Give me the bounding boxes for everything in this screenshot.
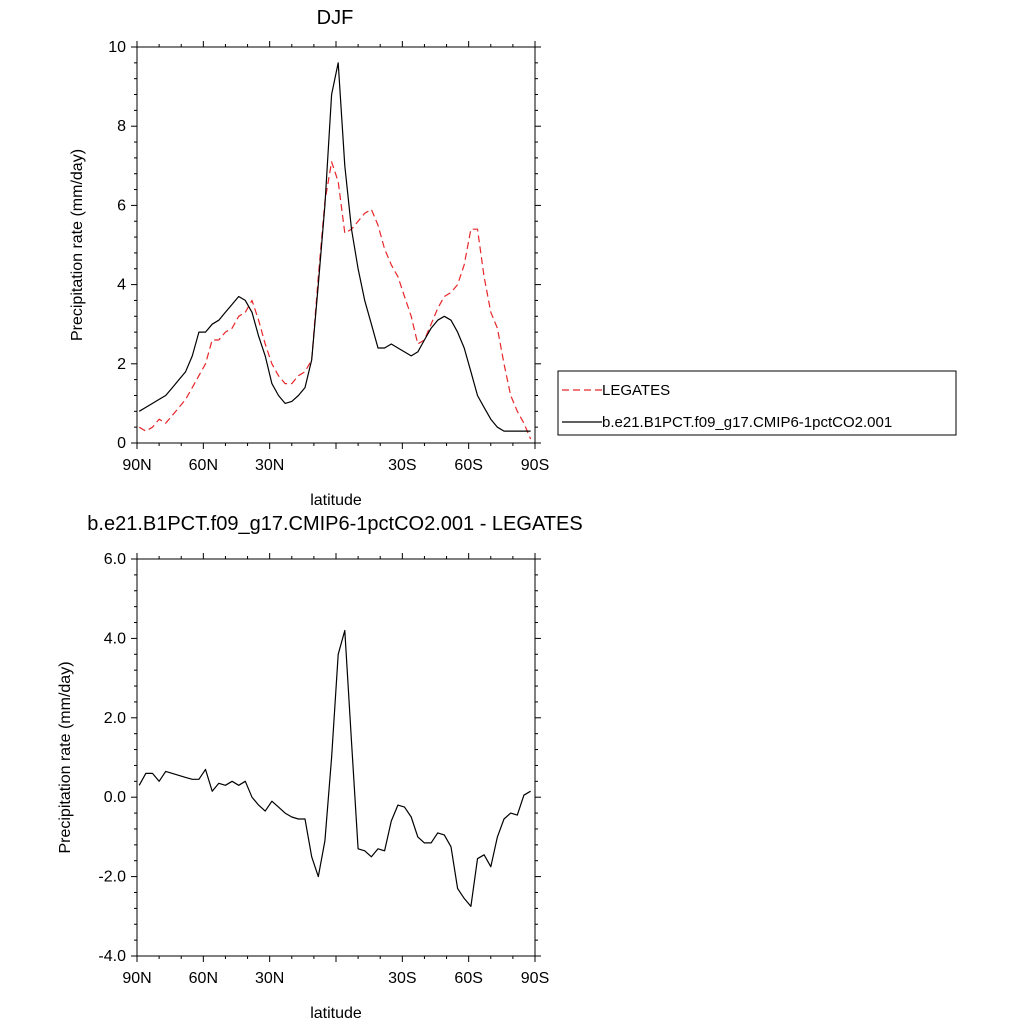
y-tick-label: 8 xyxy=(117,118,126,135)
series-line-1 xyxy=(138,629,531,908)
y-tick-label: 0 xyxy=(117,435,126,452)
y-tick-label: -2.0 xyxy=(98,869,126,886)
y-axis-label: Precipitation rate (mm/day) xyxy=(69,149,86,341)
chart-title: b.e21.B1PCT.f09_g17.CMIP6-1pctCO2.001 - … xyxy=(87,513,582,535)
x-tick-label: 90N xyxy=(122,457,151,474)
y-tick-label: 6.0 xyxy=(104,551,126,568)
x-tick-label: 30N xyxy=(255,970,284,987)
y-tick-label: 6 xyxy=(117,197,126,214)
chart-panel-1: DJF 90N 60N 30N 30S 60S 90S 0 2 4 6 8 10 latitude Prec… xyxy=(69,7,957,509)
series-line-1 xyxy=(138,161,532,440)
x-tick-label: 60S xyxy=(454,457,482,474)
y-tick-label: 2 xyxy=(117,356,126,373)
y-tick-label: 0.0 xyxy=(104,789,126,806)
y-axis-label: Precipitation rate (mm/day) xyxy=(57,661,74,853)
x-tick-label: 90N xyxy=(122,970,151,987)
x-tick-label: 30N xyxy=(255,457,284,474)
y-tick-label: 4.0 xyxy=(104,630,126,647)
legend-label-1: LEGATES xyxy=(602,382,670,399)
y-tick-label: 2.0 xyxy=(104,710,126,727)
plot-frame xyxy=(136,46,536,444)
legend: LEGATES b.e21.B1PCT.f09_g17.CMIP6-1pctCO2… xyxy=(557,370,957,436)
x-axis-label: latitude xyxy=(310,492,362,509)
x-axis-label: latitude xyxy=(310,1005,362,1022)
chart-panel-2: b.e21.B1PCT.f09_g17.CMIP6-1pctCO2.001 - … xyxy=(57,513,583,1022)
series-line-2 xyxy=(138,62,531,432)
x-tick-label: 60S xyxy=(454,970,482,987)
y-tick-label: 10 xyxy=(108,39,126,56)
x-tick-label: 30S xyxy=(388,457,416,474)
chart-title: DJF xyxy=(317,7,354,29)
x-tick-label: 60N xyxy=(189,457,218,474)
y-tick-label: 4 xyxy=(117,277,126,294)
x-tick-label: 30S xyxy=(388,970,416,987)
x-tick-label: 90S xyxy=(521,970,549,987)
x-tick-label: 60N xyxy=(189,970,218,987)
legend-label-2: b.e21.B1PCT.f09_g17.CMIP6-1pctCO2.001 xyxy=(602,414,892,431)
plot-frame xyxy=(136,558,536,957)
x-tick-label: 90S xyxy=(521,457,549,474)
y-tick-label: -4.0 xyxy=(98,948,126,965)
legend-box xyxy=(557,370,957,436)
